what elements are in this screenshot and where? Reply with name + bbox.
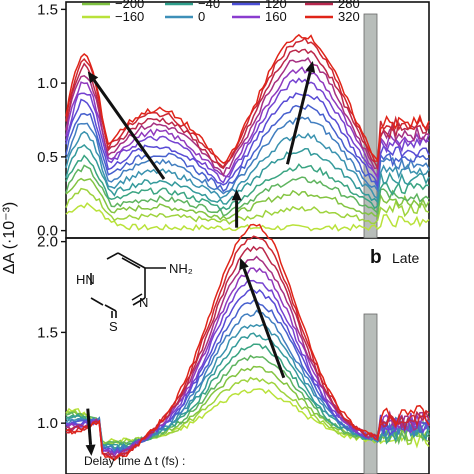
- delay-time-label: Delay time Δ t (fs) :: [84, 454, 185, 468]
- panel-a-arrow: [92, 79, 166, 180]
- panel-b-arrow-head: [85, 444, 96, 456]
- panel-a-curve: [65, 48, 430, 172]
- legend-entry: 160: [265, 9, 287, 24]
- panel-a-arrow-head: [305, 61, 316, 73]
- molecule-label-n: N: [139, 295, 148, 310]
- panel-b-title: Late: [392, 250, 419, 266]
- panel-a-curve: [65, 202, 430, 232]
- panel-a-arrow: [285, 71, 312, 165]
- molecule-label-hn: HN: [76, 272, 95, 287]
- panel-b-arrow-head: [239, 257, 249, 271]
- panel-a-curve: [65, 77, 430, 184]
- y-tick-label: 1.5: [37, 324, 58, 341]
- annotation-arrows: [85, 61, 316, 456]
- panel-a-curve: [65, 177, 430, 221]
- y-tick-label: 1.5: [37, 1, 58, 18]
- panel-b-frame: [65, 237, 430, 474]
- molecule-label-nh2: NH₂: [169, 261, 193, 276]
- panel-b-curve: [65, 255, 430, 458]
- panel-b-grey-bar: [363, 313, 378, 474]
- legend-entry: 0: [198, 9, 205, 24]
- legend-entry: −40: [198, 0, 220, 11]
- thiocytosine-structure: [90, 252, 166, 318]
- panel-a-curve: [65, 164, 430, 217]
- y-axis-label: ΔA (·10⁻³): [1, 202, 18, 274]
- y-tick-label: 1.0: [37, 415, 58, 432]
- legend-entry: −200: [115, 0, 144, 11]
- panel-b-curve: [65, 223, 430, 462]
- y-tick-label: 0.5: [37, 149, 58, 166]
- y-tick-label: 1.0: [37, 75, 58, 92]
- legend-entry: −160: [115, 9, 144, 24]
- molecule-label-s: S: [109, 319, 118, 334]
- y-tick-label: 0.0: [37, 223, 58, 240]
- panel-a-arrow-head: [231, 189, 242, 201]
- panel-a-curve: [65, 116, 430, 195]
- panel-a-curve: [65, 92, 430, 188]
- panel-a-curve: [65, 154, 430, 211]
- panel-a-curve: [65, 187, 430, 225]
- panel-b-curve: [65, 376, 430, 446]
- panel-b-arrow: [242, 267, 286, 379]
- legend-entry: 280: [338, 0, 360, 11]
- legend-entry: 120: [265, 0, 287, 11]
- panel-b-arrow: [86, 408, 93, 445]
- panel-a-curve: [65, 56, 429, 178]
- y-axis-ticks: 0.0 0.5 1.0 1.5 1.0 1.5 2.0: [37, 1, 66, 432]
- panel-b-label: b: [370, 247, 382, 268]
- panel-a-arrow-head: [87, 71, 99, 84]
- panel-a-curve: [65, 130, 430, 200]
- legend-entry: 320: [338, 9, 360, 24]
- panel-a-curve: [65, 66, 430, 178]
- y-tick-label: 2.0: [37, 234, 58, 251]
- panel-a-curve: [65, 144, 430, 205]
- panel-a-grey-bar: [363, 13, 378, 239]
